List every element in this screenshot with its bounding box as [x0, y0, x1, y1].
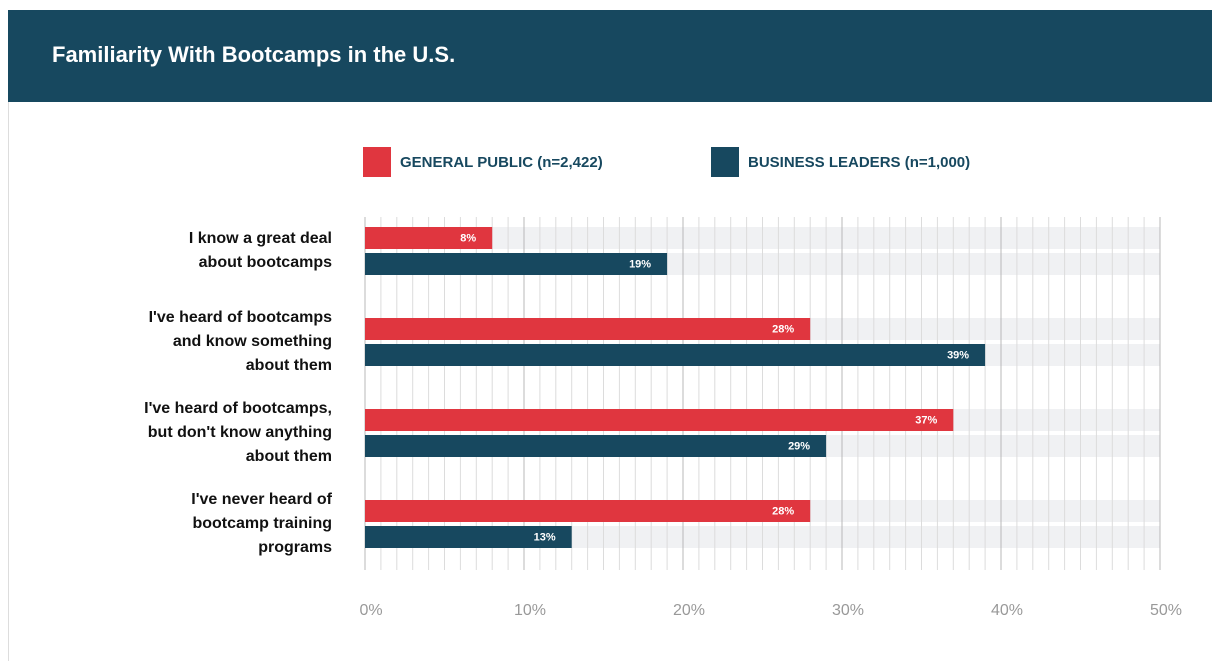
category-label: I've never heard of bootcamp training pr…: [191, 491, 332, 556]
legend-label: BUSINESS LEADERS (n=1,000): [748, 154, 970, 171]
bar: [365, 409, 954, 431]
value-label: 19%: [629, 258, 651, 270]
x-tick-label: 50%: [1150, 602, 1182, 619]
value-label: 28%: [772, 505, 794, 517]
x-tick-label: 10%: [514, 602, 546, 619]
value-label: 8%: [460, 232, 476, 244]
value-label: 28%: [772, 323, 794, 335]
bar: [365, 318, 811, 340]
value-label: 39%: [947, 349, 969, 361]
x-tick-label: 30%: [832, 602, 864, 619]
category-label: I've heard of bootcamps, but don't know …: [144, 400, 332, 465]
x-tick-label: 0%: [359, 602, 382, 619]
x-tick-label: 40%: [991, 602, 1023, 619]
header: [8, 10, 1212, 102]
value-label: 29%: [788, 440, 810, 452]
legend-swatch: [711, 147, 739, 177]
chart-title: Familiarity With Bootcamps in the U.S.: [52, 42, 455, 67]
x-tick-label: 20%: [673, 602, 705, 619]
bar: [365, 526, 572, 548]
category-label: I've heard of bootcamps and know somethi…: [148, 309, 332, 374]
legend-label: GENERAL PUBLIC (n=2,422): [400, 154, 603, 171]
bar: [365, 227, 493, 249]
bar: [365, 500, 811, 522]
bar: [365, 435, 827, 457]
value-label: 13%: [534, 531, 556, 543]
value-label: 37%: [915, 414, 937, 426]
category-label: I know a great deal about bootcamps: [188, 230, 332, 271]
bar: [365, 253, 668, 275]
bar: [365, 344, 986, 366]
legend-swatch: [363, 147, 391, 177]
